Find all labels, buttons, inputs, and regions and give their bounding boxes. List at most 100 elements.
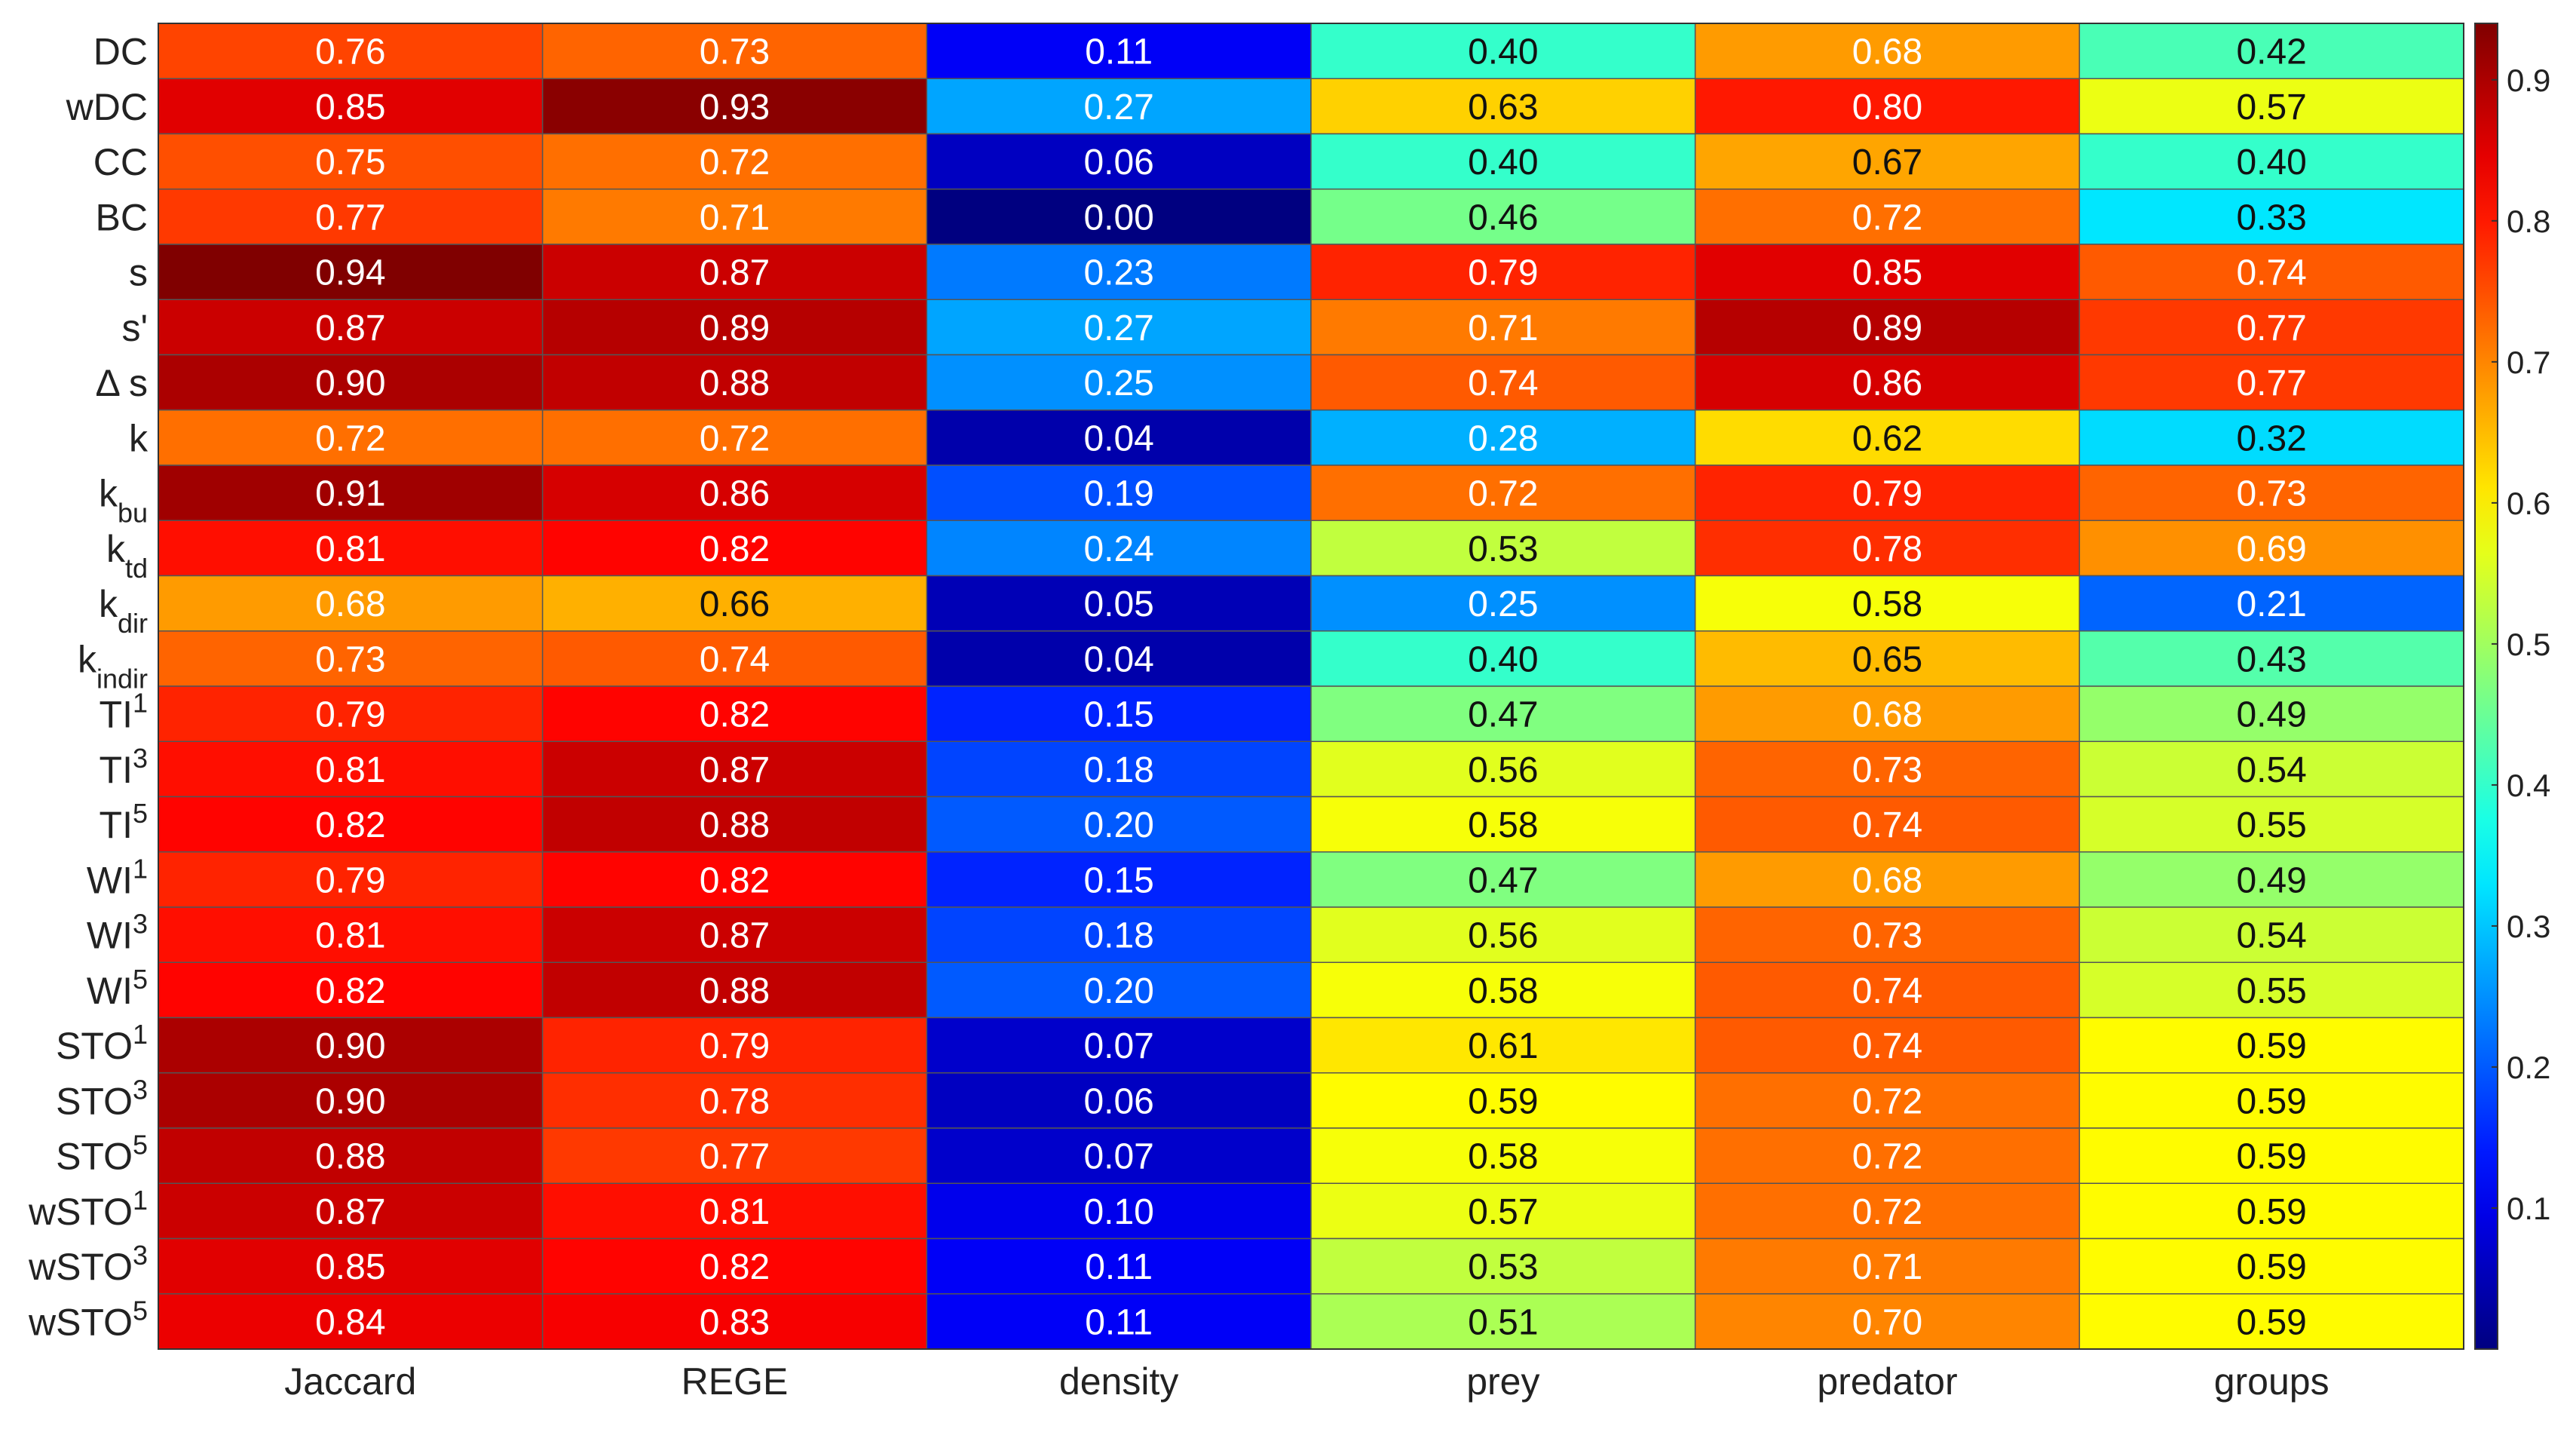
heatmap-cell [541,354,928,411]
heatmap-cell [1310,189,1696,245]
cell-value-label: 0.74 [700,639,770,679]
colorbar-tick-label: 0.1 [2507,1191,2550,1226]
colorbar-tick-label: 0.5 [2507,627,2550,662]
heatmap-cell [1694,1072,2081,1129]
heatmap-cell [541,189,928,245]
cell-value-label: 0.04 [1083,639,1153,679]
heatmap-cell [2078,685,2464,742]
heatmap-cell [926,685,1312,742]
heatmap-cell [2078,630,2464,687]
column-label: REGE [682,1360,789,1403]
heatmap-cell [1310,1293,1696,1350]
cell-value-label: 0.82 [700,529,770,569]
cell-value-label: 0.87 [700,750,770,790]
cell-value-label: 0.76 [315,32,385,72]
heatmap-cell [926,1182,1312,1240]
row-label: wSTO1 [28,1184,148,1233]
heatmap-cell [2078,354,2464,411]
heatmap-cell [1694,1182,2081,1240]
cell-value-label: 0.87 [700,916,770,956]
cell-value-label: 0.73 [1852,916,1922,956]
cell-value-label: 0.15 [1083,695,1153,735]
row-label: STO1 [56,1019,148,1068]
heatmap-cell [541,1182,928,1240]
cell-value-label: 0.51 [1468,1302,1538,1342]
heatmap-cell [926,520,1312,577]
cell-value-label: 0.07 [1083,1137,1153,1177]
cell-value-label: 0.78 [1852,529,1922,569]
heatmap-cell [1310,906,1696,963]
cell-value-label: 0.65 [1852,639,1922,679]
colorbar-tick-label: 0.2 [2507,1050,2550,1085]
cell-value-label: 0.68 [315,584,385,624]
cell-value-label: 0.20 [1083,805,1153,845]
row-label: BC [96,196,148,238]
row-label: s' [121,307,148,349]
heatmap-cell [1694,851,2081,908]
cell-value-label: 0.85 [315,87,385,127]
cell-value-label: 0.40 [1468,639,1538,679]
heatmap-cell [1310,244,1696,300]
heatmap-cell [541,1237,928,1295]
cell-value-label: 0.78 [700,1081,770,1121]
heatmap-cell [541,685,928,742]
cell-value-label: 0.28 [1468,419,1538,458]
heatmap-cell [1694,685,2081,742]
cell-value-label: 0.87 [700,253,770,293]
heatmap-cell [158,409,544,466]
row-label: CC [93,141,148,183]
cell-value-label: 0.90 [315,363,385,403]
cell-value-label: 0.40 [1468,143,1538,182]
cell-value-label: 0.87 [315,308,385,348]
heatmap-cell [158,354,544,411]
cell-value-label: 0.62 [1852,419,1922,458]
heatmap-cells: 0.76 0.73 0.11 0.40 0.68 0.42 0.85 0.93 0.27 0.63… [158,23,2464,1350]
cell-value-label: 0.21 [2236,584,2306,624]
cell-value-label: 0.81 [315,750,385,790]
heatmap-cell [1694,520,2081,577]
cell-value-label: 0.58 [1468,1137,1538,1177]
heatmap-cell [1694,299,2081,356]
heatmap-cell [926,796,1312,853]
cell-value-label: 0.59 [2236,1026,2306,1066]
heatmap-cell [158,685,544,742]
row-label: DC [93,31,148,73]
row-label: TI5 [100,798,148,847]
cell-value-label: 0.11 [1085,32,1153,72]
cell-value-label: 0.54 [2236,916,2306,956]
cell-value-label: 0.11 [1085,1247,1153,1287]
heatmap-cell [541,851,928,908]
heatmap-cell [2078,741,2464,798]
cell-value-label: 0.56 [1468,750,1538,790]
cell-value-label: 0.59 [2236,1081,2306,1121]
cell-value-label: 0.88 [700,805,770,845]
heatmap-cell [926,1293,1312,1350]
cell-value-label: 0.74 [1468,363,1538,403]
cell-value-label: 0.47 [1468,860,1538,900]
cell-value-label: 0.77 [315,198,385,238]
heatmap-cell [2078,906,2464,963]
heatmap-cell [1694,244,2081,300]
row-label: s [129,252,148,294]
heatmap-cell [1310,1017,1696,1074]
cell-value-label: 0.20 [1083,971,1153,1011]
cell-value-label: 0.59 [2236,1137,2306,1177]
heatmap-cell [926,409,1312,466]
cell-value-label: 0.06 [1083,1081,1153,1121]
cell-value-label: 0.33 [2236,198,2306,238]
heatmap-cell [2078,299,2464,356]
row-label: wSTO5 [28,1295,148,1344]
heatmap-cell [158,299,544,356]
column-label: Jaccard [284,1360,416,1403]
row-label: STO5 [56,1129,148,1178]
heatmap-cell [926,906,1312,963]
heatmap-cell [2078,23,2464,79]
heatmap-cell [1310,575,1696,632]
cell-value-label: 0.49 [2236,860,2306,900]
heatmap-cell [541,78,928,135]
cell-value-label: 0.79 [1468,253,1538,293]
cell-value-label: 0.53 [1468,1247,1538,1287]
heatmap-cell [1310,409,1696,466]
row-label: TI1 [100,687,148,736]
cell-value-label: 0.32 [2236,419,2306,458]
